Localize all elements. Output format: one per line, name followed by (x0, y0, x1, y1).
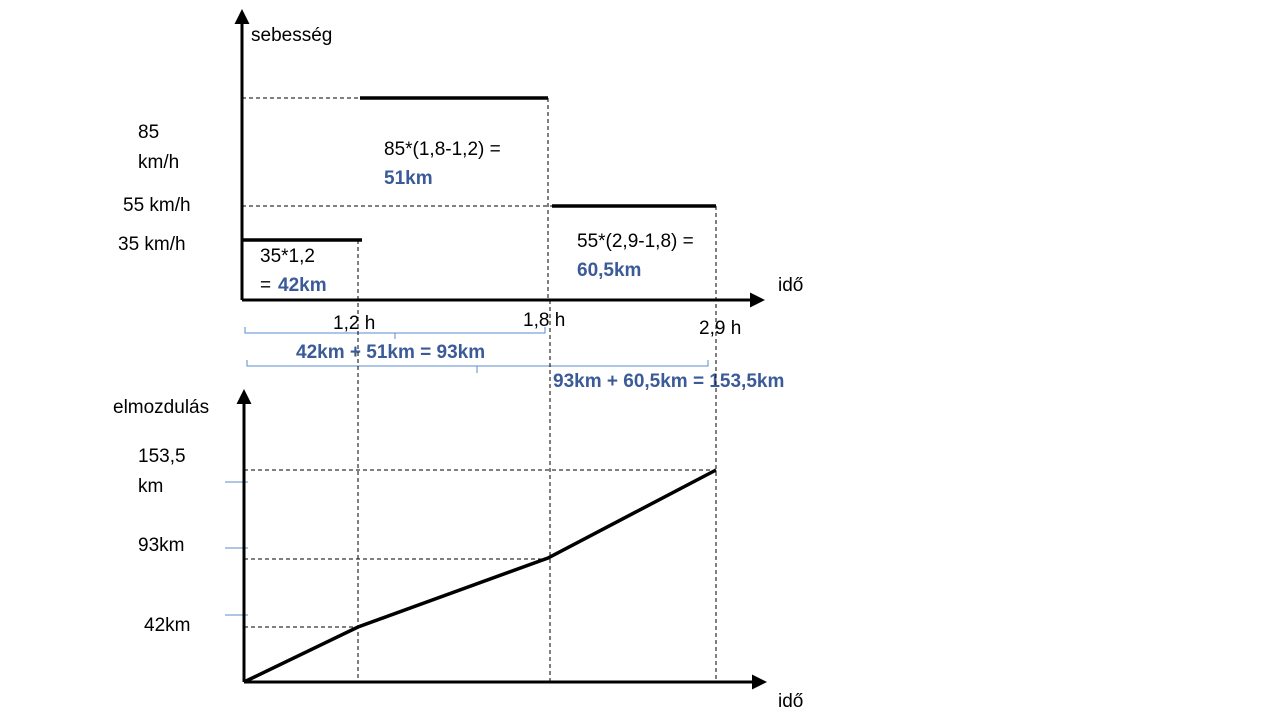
x-label: 1,8 h (523, 310, 565, 331)
sums: 42km + 51km = 93km 93km + 60,5km = 153,5… (244, 327, 784, 392)
axis-label: elmozdulás (113, 397, 209, 418)
y-label: km (138, 476, 163, 497)
result: 51km (384, 168, 433, 189)
x-label: 2,9 h (699, 318, 741, 339)
velocity-graph: sebesség idő 85 km/h 55 km/h 35 km/h 1,2… (118, 9, 803, 339)
formula: 35*1,2 (260, 246, 315, 267)
y-label: 85 (138, 122, 159, 143)
sum: 42km + 51km = 93km (296, 342, 485, 363)
y-label: km/h (138, 152, 179, 173)
formula: 55*(2,9-1,8) = (577, 231, 694, 252)
y-label: 153,5 (138, 446, 186, 467)
formula-prefix: = (260, 275, 271, 296)
result: 42km (278, 275, 327, 296)
formula: 85*(1,8-1,2) = (384, 139, 501, 160)
y-label: 55 km/h (123, 195, 191, 216)
y-label: 93km (138, 535, 184, 556)
y-label: 35 km/h (118, 234, 186, 255)
brace (244, 327, 546, 339)
displacement-graph: elmozdulás idő 153,5 km 93km 42km (113, 206, 803, 712)
y-label: 42km (144, 615, 190, 636)
result: 60,5km (577, 260, 641, 281)
sum: 93km + 60,5km = 153,5km (553, 371, 784, 392)
axis-label: sebesség (251, 25, 332, 46)
axis-label: idő (778, 275, 803, 296)
brace (246, 360, 709, 373)
x-label: 1,2 h (333, 313, 375, 334)
axis-label: idő (778, 691, 803, 712)
displacement-line (243, 468, 717, 684)
